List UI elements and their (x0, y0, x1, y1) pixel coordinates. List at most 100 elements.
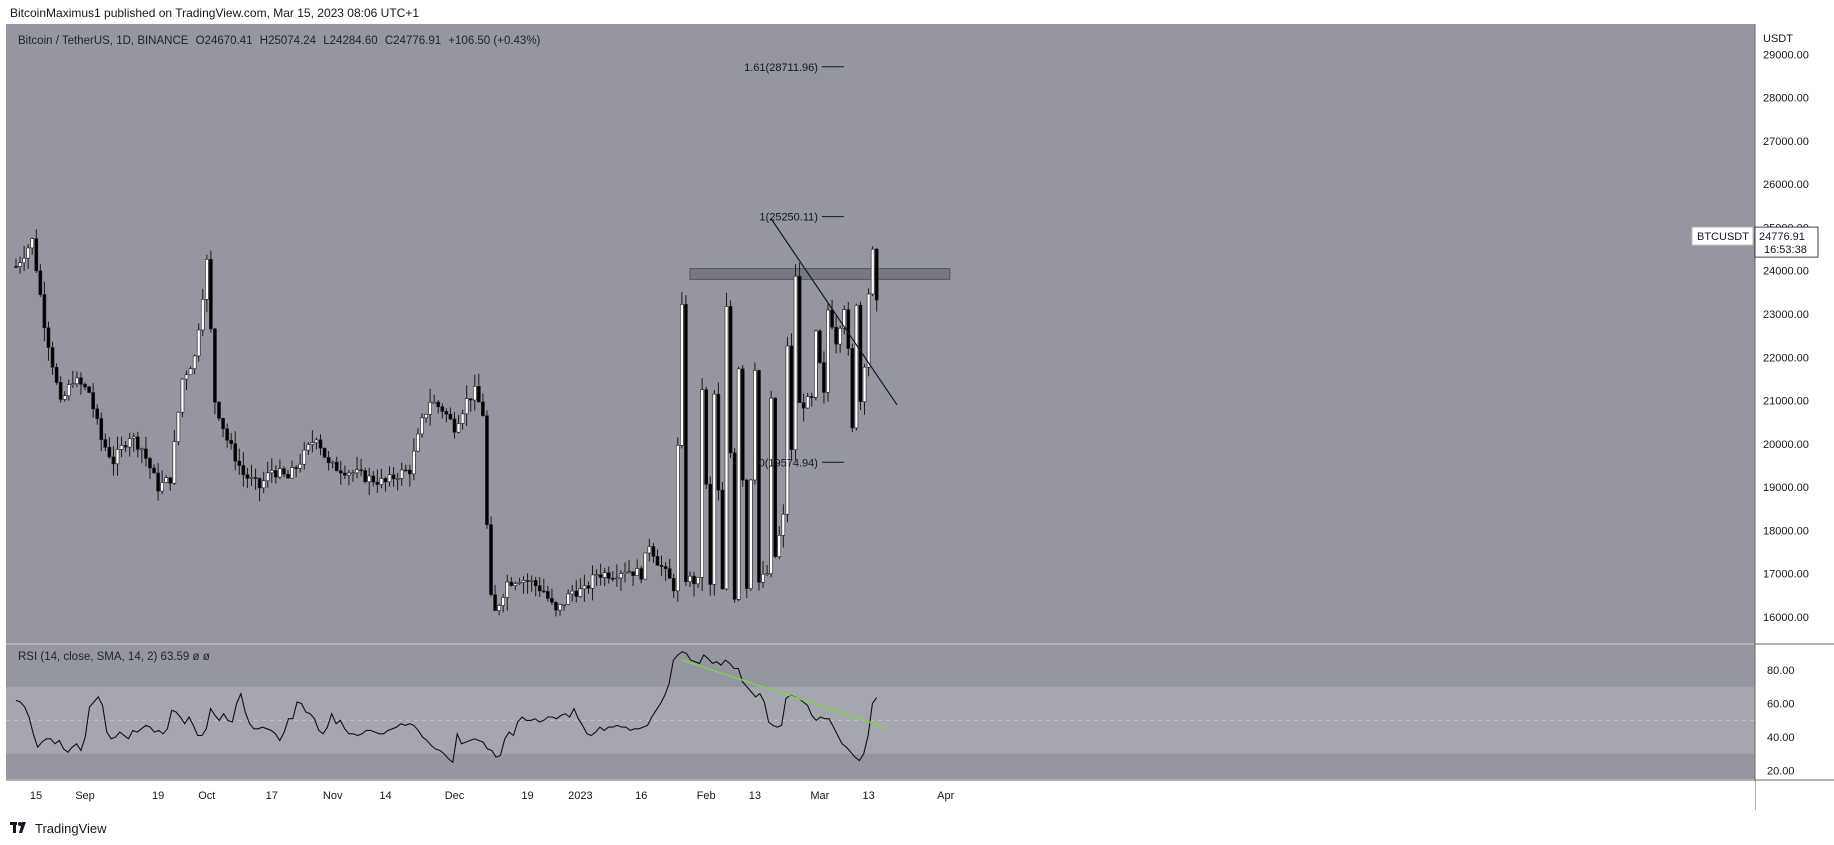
candle (34, 229, 39, 274)
candle (286, 469, 290, 479)
rsi-divergence-line[interactable] (681, 659, 886, 728)
candle-body-up (460, 413, 465, 424)
candle-body-down (83, 383, 87, 388)
candle-body-down (468, 398, 473, 401)
candle (172, 429, 177, 486)
candle (428, 388, 432, 426)
candle-body-down (123, 445, 128, 448)
candle-body-down (111, 456, 116, 465)
candle (192, 354, 197, 375)
candle-body-up (176, 411, 181, 442)
candle-body-up (594, 574, 599, 577)
candle-body-down (91, 392, 95, 410)
candle-body-up (590, 574, 595, 589)
candle (724, 292, 729, 591)
candle (371, 471, 376, 487)
candle-body-down (168, 477, 173, 484)
symbol-line: Bitcoin / TetherUS, 1D, BINANCE (18, 35, 189, 47)
candle (136, 431, 140, 458)
candle (50, 341, 55, 375)
time-tick-13: Mar (810, 790, 829, 802)
candle (420, 413, 424, 438)
candle (818, 329, 822, 365)
candle (456, 414, 461, 434)
candle-body-up (310, 442, 315, 445)
candle-body-down (144, 448, 148, 459)
candle-body-down (213, 328, 217, 403)
candle (667, 558, 672, 579)
last-price-value: 24776.91 (1759, 231, 1805, 243)
candle-body-down (440, 406, 445, 412)
candle (274, 465, 278, 484)
tradingview-logo-icon (10, 822, 26, 833)
candle-body-down (99, 418, 104, 440)
candle (651, 543, 656, 563)
candle (485, 410, 489, 529)
candle-body-down (651, 546, 656, 557)
candle (594, 569, 599, 586)
price-tick-11: 18000.00 (1763, 525, 1809, 537)
candle-body-up (330, 461, 335, 464)
price-axis[interactable] (1755, 24, 1834, 779)
candle-body-up (119, 445, 124, 450)
candle-body-down (46, 327, 51, 348)
candle (728, 300, 733, 459)
price-tick-12: 17000.00 (1763, 569, 1809, 581)
price-tick-6: 23000.00 (1763, 309, 1809, 321)
candle-body-up (249, 477, 254, 479)
candle (209, 250, 213, 333)
candle (294, 465, 298, 478)
candle (257, 477, 262, 502)
time-tick-12: 13 (749, 790, 761, 802)
candle-body-down (671, 578, 676, 592)
candle (66, 379, 71, 401)
candle (54, 363, 59, 385)
candle-body-down (822, 362, 826, 393)
candle (233, 431, 238, 471)
candle-body-up (379, 478, 384, 485)
candle-body-up (513, 583, 518, 586)
candle-body-up (66, 384, 71, 397)
candle (801, 393, 806, 422)
candle-body-up (615, 577, 619, 580)
candle-body-down (716, 393, 721, 491)
candle-body-up (424, 414, 428, 419)
price-tick-13: 16000.00 (1763, 612, 1809, 624)
time-axis[interactable] (6, 781, 1755, 810)
descending-trendline[interactable] (770, 218, 898, 406)
candle-body-up (785, 345, 790, 515)
candle-body-up (432, 401, 436, 404)
candle-body-down (537, 585, 542, 592)
candle-body-up (505, 581, 510, 598)
candle-body-down (257, 478, 262, 489)
candle-body-up (749, 479, 753, 589)
candle-body-up (180, 378, 185, 413)
candle (375, 469, 380, 494)
candle (590, 565, 595, 601)
symbol-tag-box (1691, 226, 1754, 246)
candle-body-up (200, 299, 205, 331)
candle (30, 237, 35, 255)
time-tick-6: 14 (379, 790, 391, 802)
candle (489, 516, 493, 597)
rsi-tick-1: 60.00 (1767, 699, 1795, 711)
candle-body-up (862, 366, 867, 403)
candle (176, 411, 181, 446)
candle-body-up (529, 580, 534, 582)
candle (529, 575, 534, 592)
candle-body-up (777, 535, 782, 557)
candle (537, 577, 542, 597)
fib-label-2: 0(19574.94) (759, 457, 818, 469)
candle-body-down (663, 566, 668, 569)
candle-body-up (517, 582, 522, 584)
close-value: 24776.91 (393, 35, 442, 47)
candle-body-up (866, 293, 871, 368)
candle (391, 467, 396, 487)
candle-body-up (643, 552, 648, 580)
candle-body-down (684, 304, 688, 583)
price-pane[interactable] (6, 24, 1755, 643)
candle (765, 564, 769, 577)
candle-body-up (188, 368, 193, 376)
candle (379, 468, 384, 489)
